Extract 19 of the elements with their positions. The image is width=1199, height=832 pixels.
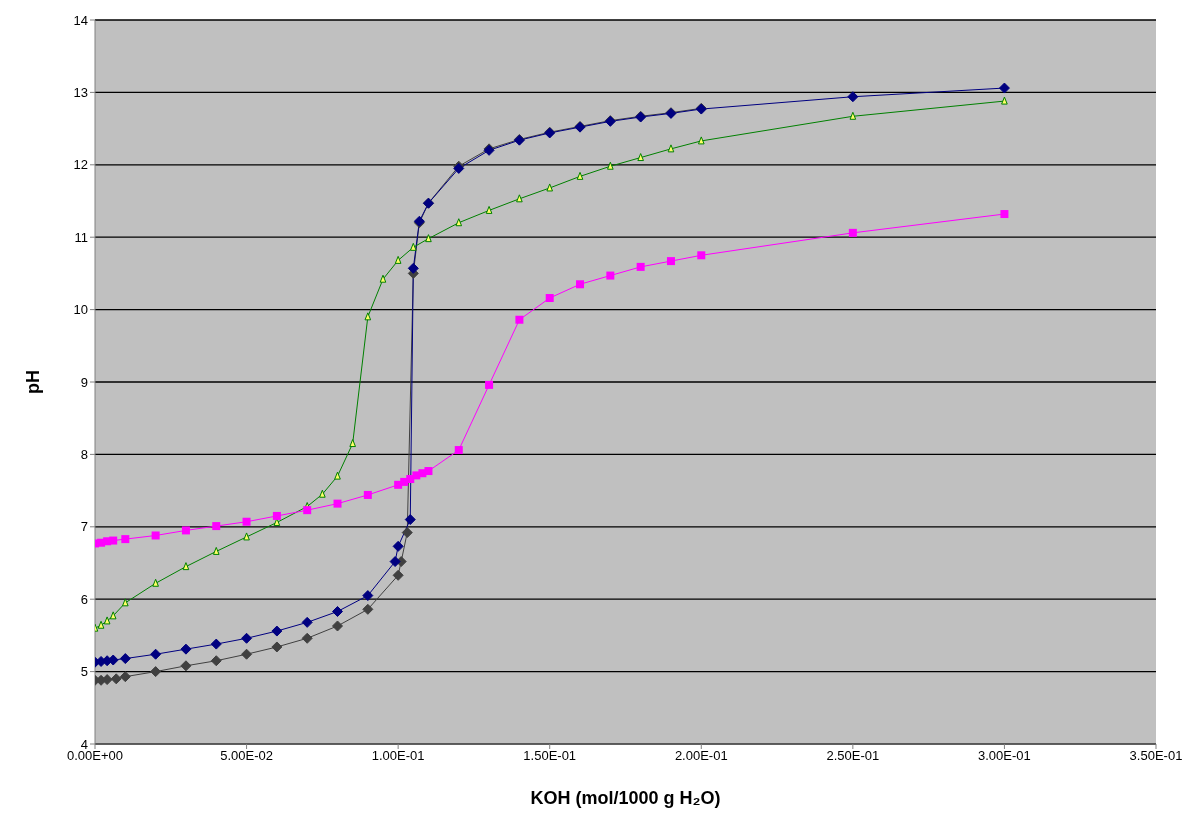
x-tick-label: 5.00E-02 <box>220 748 273 764</box>
y-tick-label: 6 <box>80 591 88 607</box>
x-tick-label: 3.50E-01 <box>1129 748 1183 764</box>
x-tick-label: 2.50E-01 <box>826 748 880 764</box>
y-tick-label: 5 <box>80 664 88 680</box>
x-tick-label: 3.00E-01 <box>978 748 1031 764</box>
x-tick-label: 1.00E-01 <box>371 748 425 764</box>
y-axis-title: pH <box>23 370 44 394</box>
y-tick-label: 11 <box>74 229 88 245</box>
x-tick-label: 1.50E-01 <box>523 748 577 764</box>
y-tick-label: 12 <box>73 157 88 173</box>
y-tick-label: 7 <box>80 519 88 535</box>
x-axis-title: KOH (mol/1000 g H₂O) <box>530 788 721 808</box>
x-tick-label: 2.00E-01 <box>674 748 728 764</box>
y-tick-label: 8 <box>80 447 88 463</box>
y-tick-label: 14 <box>73 12 88 28</box>
y-tick-label: 13 <box>73 85 88 101</box>
y-tick-label: 10 <box>73 302 88 318</box>
y-tick-label: 9 <box>80 374 88 390</box>
